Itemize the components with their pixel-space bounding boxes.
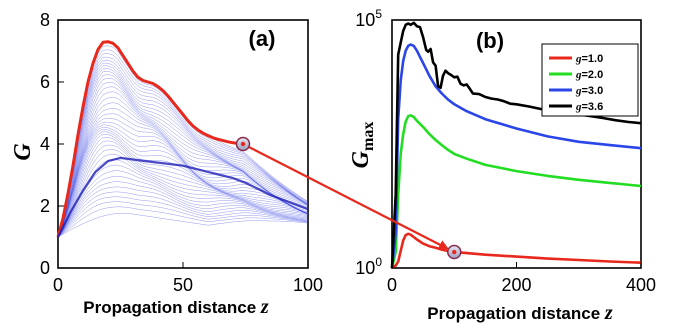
fan-curve [57, 91, 309, 238]
legend-box [541, 43, 639, 117]
series-line-bundle [57, 156, 309, 238]
x-tick-label: 0 [387, 275, 397, 295]
x-axis-label-a: Propagation distance z [83, 296, 269, 318]
fan-curve [57, 154, 309, 238]
fan-curve [57, 56, 309, 238]
fan-curve [57, 71, 309, 238]
legend-label: g=3.0 [575, 85, 603, 97]
series-line-2 [390, 114, 642, 269]
fan-curve [57, 175, 309, 238]
fan-curve [57, 206, 309, 238]
fan-curve [57, 86, 309, 238]
fan-curve [57, 53, 309, 238]
fan-curve [57, 137, 309, 238]
legend: g=1.0 g=2.0 g=3.0 g=3.6 [541, 43, 639, 117]
y-tick-label: 4 [40, 134, 50, 154]
panel-label-b: (b) [476, 28, 504, 53]
fan-curve [57, 74, 309, 238]
connector-arrow [248, 146, 449, 250]
legend-label: g=2.0 [575, 69, 603, 81]
x-tick-label: 200 [501, 275, 531, 295]
series-group-a [56, 40, 309, 238]
panel-b: 0 200 400 100 105 (b) Propagation distance z… [348, 7, 656, 324]
marker-b [447, 244, 462, 260]
ticks-b: 0 200 400 100 105 [355, 7, 656, 295]
fan-curve [57, 196, 309, 238]
fan-curve [57, 68, 309, 238]
x-tick-label: 0 [53, 275, 63, 295]
fan-curve [57, 164, 309, 238]
y-axis-label-a: G [10, 143, 36, 161]
fan-curve [57, 77, 309, 238]
fan-curve [57, 191, 309, 238]
ticks-a: 0 50 100 0 2 4 6 8 [40, 10, 323, 295]
fan-curve [57, 159, 309, 238]
x-tick-label: 100 [293, 275, 323, 295]
fan-curve [57, 181, 309, 238]
fan-curve [57, 49, 309, 238]
fan-curve [57, 60, 309, 238]
y-tick-label: 0 [40, 258, 50, 278]
fan-curve [57, 186, 309, 238]
series-line-3 [390, 43, 642, 269]
panel-label-a: (a) [249, 26, 276, 51]
fan-curve [57, 102, 309, 238]
fan-curve [57, 62, 309, 238]
fan-curve [57, 65, 309, 238]
panel-a: 0 50 100 0 2 4 6 8 (a) Propagation distance z G [10, 10, 323, 318]
series-line-envelope [56, 40, 244, 238]
series-line-1 [391, 232, 642, 270]
fan-curve [57, 133, 309, 238]
fan-curve [57, 213, 309, 238]
y-axis-label-b: Gmax [348, 122, 377, 169]
fan-curve [57, 144, 309, 238]
fan-curve [57, 126, 309, 238]
legend-label: g=1.0 [575, 53, 603, 65]
y-tick-label: 6 [40, 72, 50, 92]
x-axis-label-b: Propagation distance z [427, 302, 613, 324]
x-tick-label: 400 [626, 275, 656, 295]
y-tick-label: 2 [40, 196, 50, 216]
y-tick-label: 100 [355, 255, 382, 278]
y-tick-label: 8 [40, 10, 50, 30]
fan-curve [57, 170, 309, 238]
legend-label: g=3.6 [575, 101, 603, 113]
fan-curve [57, 140, 309, 238]
y-tick-label: 105 [355, 7, 382, 30]
legend-entries: g=1.0 g=2.0 g=3.0 g=3.6 [549, 53, 603, 113]
fan-curve [57, 149, 309, 238]
fan-curve [57, 201, 309, 238]
fan-curve [57, 82, 309, 238]
marker-a [235, 136, 251, 152]
fan-curve [57, 96, 309, 238]
marker-dot [452, 249, 457, 255]
marker-dot [240, 141, 246, 147]
mode-fan-a [57, 41, 309, 238]
x-tick-label: 50 [173, 275, 193, 295]
